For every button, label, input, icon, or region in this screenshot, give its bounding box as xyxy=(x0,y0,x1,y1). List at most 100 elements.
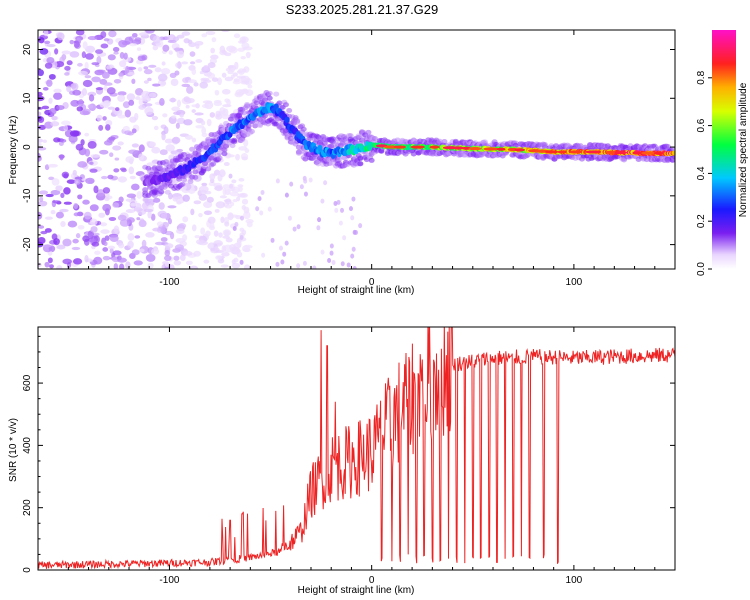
noise-speck xyxy=(284,192,289,198)
noise-speck xyxy=(211,37,217,43)
colorbar-tick-label: 0.6 xyxy=(696,118,707,132)
noise-speck xyxy=(84,255,89,263)
noise-speck xyxy=(234,221,239,227)
noise-speck xyxy=(231,259,236,265)
noise-speck xyxy=(42,244,52,248)
noise-speck xyxy=(202,104,209,109)
noise-speck xyxy=(136,217,141,221)
noise-speck xyxy=(154,67,162,73)
ridge-peak xyxy=(545,150,559,154)
noise-speck xyxy=(182,234,188,242)
noise-speck xyxy=(353,229,358,235)
noise-speck xyxy=(199,81,208,89)
noise-speck xyxy=(82,41,88,50)
noise-speck xyxy=(50,209,56,215)
noise-speck xyxy=(115,107,120,112)
noise-speck xyxy=(245,51,251,59)
colorbar: 0.0 0.2 0.4 0.6 0.8 Normalized spectral ampl… xyxy=(696,30,749,276)
noise-speck xyxy=(350,215,355,221)
noise-speck xyxy=(103,140,113,146)
noise-speck xyxy=(222,187,227,196)
noise-speck xyxy=(167,34,176,42)
noise-speck xyxy=(112,46,120,52)
noise-speck xyxy=(117,176,128,183)
noise-speck xyxy=(182,194,190,202)
noise-speck xyxy=(214,185,223,192)
spectrogram-x-tick-label: 0 xyxy=(369,277,375,288)
ridge-peak xyxy=(410,145,425,149)
noise-speck xyxy=(160,81,167,86)
noise-speck xyxy=(89,161,94,165)
noise-speck xyxy=(164,266,170,269)
noise-speck xyxy=(130,202,138,207)
noise-speck xyxy=(46,57,55,64)
noise-speck xyxy=(75,233,81,239)
noise-speck xyxy=(64,72,70,76)
ridge-halo xyxy=(229,143,236,149)
colorbar-tick-label: 0.4 xyxy=(696,166,707,180)
ridge-halo xyxy=(260,101,267,107)
noise-speck xyxy=(238,185,243,192)
noise-speck xyxy=(296,263,301,269)
ridge-halo xyxy=(365,129,372,135)
noise-speck xyxy=(60,220,66,227)
noise-speck xyxy=(323,180,328,186)
snr-frame xyxy=(37,326,676,571)
noise-speck xyxy=(38,37,45,44)
spectrogram-y-tick-label: 20 xyxy=(22,44,33,56)
noise-speck xyxy=(224,221,230,227)
noise-speck xyxy=(112,250,122,256)
noise-speck xyxy=(119,263,125,269)
noise-speck xyxy=(38,69,44,77)
noise-speck xyxy=(95,49,104,54)
noise-speck xyxy=(137,67,143,72)
noise-speck xyxy=(145,253,156,262)
noise-speck xyxy=(136,47,142,52)
noise-speck xyxy=(82,235,90,242)
noise-speck xyxy=(103,100,111,107)
noise-speck xyxy=(91,241,100,247)
noise-speck xyxy=(243,264,251,269)
noise-speck xyxy=(205,30,216,36)
ridge-peak xyxy=(653,151,664,155)
noise-speck xyxy=(182,77,190,84)
noise-speck xyxy=(102,82,113,86)
noise-speck xyxy=(87,140,97,149)
noise-speck xyxy=(83,211,92,220)
noise-speck xyxy=(183,250,193,256)
noise-speck xyxy=(213,101,223,107)
ridge-halo xyxy=(216,150,223,156)
noise-speck xyxy=(117,94,126,102)
noise-speck xyxy=(55,185,63,192)
noise-speck xyxy=(124,109,132,118)
noise-speck xyxy=(47,257,53,264)
ridge-halo xyxy=(221,151,228,157)
noise-speck xyxy=(198,185,209,193)
noise-speck xyxy=(149,141,157,147)
noise-speck xyxy=(162,113,168,118)
noise-speck xyxy=(168,50,173,55)
noise-speck xyxy=(63,124,68,132)
noise-speck xyxy=(317,217,322,223)
noise-speck xyxy=(50,189,61,196)
noise-speck xyxy=(227,65,234,69)
noise-speck xyxy=(89,168,98,173)
ridge-halo xyxy=(177,157,184,163)
noise-speck xyxy=(206,196,214,203)
noise-speck xyxy=(129,175,136,180)
ridge-halo xyxy=(189,146,196,152)
ridge-halo xyxy=(441,139,448,145)
noise-speck xyxy=(173,260,182,266)
noise-speck xyxy=(158,202,165,210)
noise-speck xyxy=(165,261,170,268)
noise-speck xyxy=(143,80,149,84)
noise-speck xyxy=(220,216,225,224)
noise-speck xyxy=(143,69,153,75)
noise-speck xyxy=(229,183,234,189)
noise-speck xyxy=(219,195,228,199)
noise-speck xyxy=(128,149,138,154)
noise-speck xyxy=(195,125,205,129)
colorbar-tick-label: 0.8 xyxy=(696,70,707,84)
